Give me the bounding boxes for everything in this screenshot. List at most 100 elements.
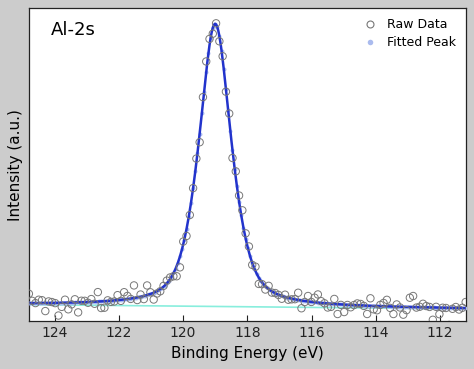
Point bbox=[347, 302, 355, 308]
Point bbox=[419, 304, 427, 310]
Point bbox=[278, 296, 285, 302]
Point bbox=[318, 298, 325, 304]
Point bbox=[180, 239, 187, 245]
Point bbox=[32, 300, 39, 306]
Point bbox=[185, 214, 192, 220]
Point bbox=[207, 35, 214, 41]
Point bbox=[347, 304, 355, 310]
Point bbox=[424, 304, 431, 310]
Point bbox=[430, 304, 438, 310]
Point bbox=[183, 233, 191, 239]
Point bbox=[350, 302, 358, 308]
Point bbox=[124, 296, 131, 302]
Point bbox=[153, 290, 161, 296]
Point bbox=[439, 305, 447, 311]
Point bbox=[227, 128, 234, 134]
Point bbox=[170, 273, 177, 279]
Point bbox=[186, 212, 193, 218]
Point bbox=[209, 31, 217, 37]
Point bbox=[406, 295, 414, 301]
Point bbox=[259, 281, 267, 287]
Point bbox=[396, 304, 404, 310]
Point bbox=[181, 237, 188, 242]
Point bbox=[319, 300, 326, 306]
Point bbox=[316, 300, 324, 306]
Point bbox=[253, 270, 260, 276]
Point bbox=[93, 299, 100, 304]
Point bbox=[446, 322, 453, 328]
Point bbox=[38, 297, 46, 303]
Point bbox=[128, 296, 136, 301]
Point bbox=[268, 290, 276, 296]
Point bbox=[393, 301, 401, 307]
Point bbox=[141, 293, 149, 299]
Point bbox=[290, 296, 298, 302]
Point bbox=[25, 291, 33, 297]
Point bbox=[311, 295, 319, 301]
Point bbox=[449, 306, 456, 312]
Point bbox=[334, 311, 341, 317]
Text: Al-2s: Al-2s bbox=[51, 21, 96, 39]
Point bbox=[67, 300, 74, 306]
Point bbox=[68, 301, 75, 307]
Point bbox=[349, 302, 357, 308]
Point bbox=[64, 300, 72, 306]
Point bbox=[34, 300, 41, 306]
Point bbox=[84, 299, 92, 305]
Point bbox=[344, 302, 351, 308]
Point bbox=[462, 299, 469, 305]
Point bbox=[235, 199, 243, 204]
Point bbox=[224, 107, 232, 113]
Point bbox=[130, 282, 138, 288]
Point bbox=[143, 283, 151, 289]
Point bbox=[42, 308, 49, 314]
Point bbox=[107, 299, 115, 305]
Point bbox=[154, 287, 162, 293]
Point bbox=[336, 301, 344, 307]
Point bbox=[428, 304, 436, 310]
Point bbox=[397, 304, 405, 310]
Point bbox=[110, 297, 118, 303]
Point bbox=[452, 305, 460, 311]
Point bbox=[262, 283, 269, 289]
Point bbox=[432, 304, 440, 310]
Point bbox=[338, 301, 346, 307]
Point bbox=[117, 297, 125, 303]
Point bbox=[117, 298, 125, 304]
Point bbox=[232, 168, 239, 174]
Point bbox=[257, 278, 265, 284]
Point bbox=[222, 86, 230, 92]
Point bbox=[71, 300, 79, 306]
Point bbox=[360, 303, 368, 309]
Point bbox=[283, 294, 291, 300]
Point bbox=[163, 277, 171, 283]
Point bbox=[200, 89, 208, 95]
Point bbox=[124, 293, 131, 299]
Point bbox=[78, 299, 85, 305]
Point bbox=[150, 297, 157, 303]
Point bbox=[255, 281, 263, 287]
Point bbox=[97, 305, 105, 311]
Point bbox=[275, 292, 283, 298]
Point bbox=[172, 266, 179, 272]
Point bbox=[73, 299, 81, 305]
Point bbox=[130, 295, 138, 301]
Point bbox=[375, 303, 383, 309]
Point bbox=[442, 305, 450, 311]
Point bbox=[400, 304, 407, 310]
Point bbox=[48, 299, 55, 305]
Point bbox=[62, 300, 70, 306]
Point bbox=[35, 297, 43, 303]
Point bbox=[58, 304, 65, 310]
Point bbox=[380, 300, 387, 306]
Point bbox=[194, 150, 201, 156]
Point bbox=[176, 254, 184, 259]
Point bbox=[382, 303, 390, 309]
Point bbox=[161, 283, 168, 289]
Point bbox=[139, 293, 146, 299]
Point bbox=[220, 66, 228, 72]
Y-axis label: Intensity (a.u.): Intensity (a.u.) bbox=[9, 109, 23, 221]
Point bbox=[310, 299, 317, 305]
Point bbox=[88, 296, 95, 302]
Point bbox=[135, 294, 142, 300]
